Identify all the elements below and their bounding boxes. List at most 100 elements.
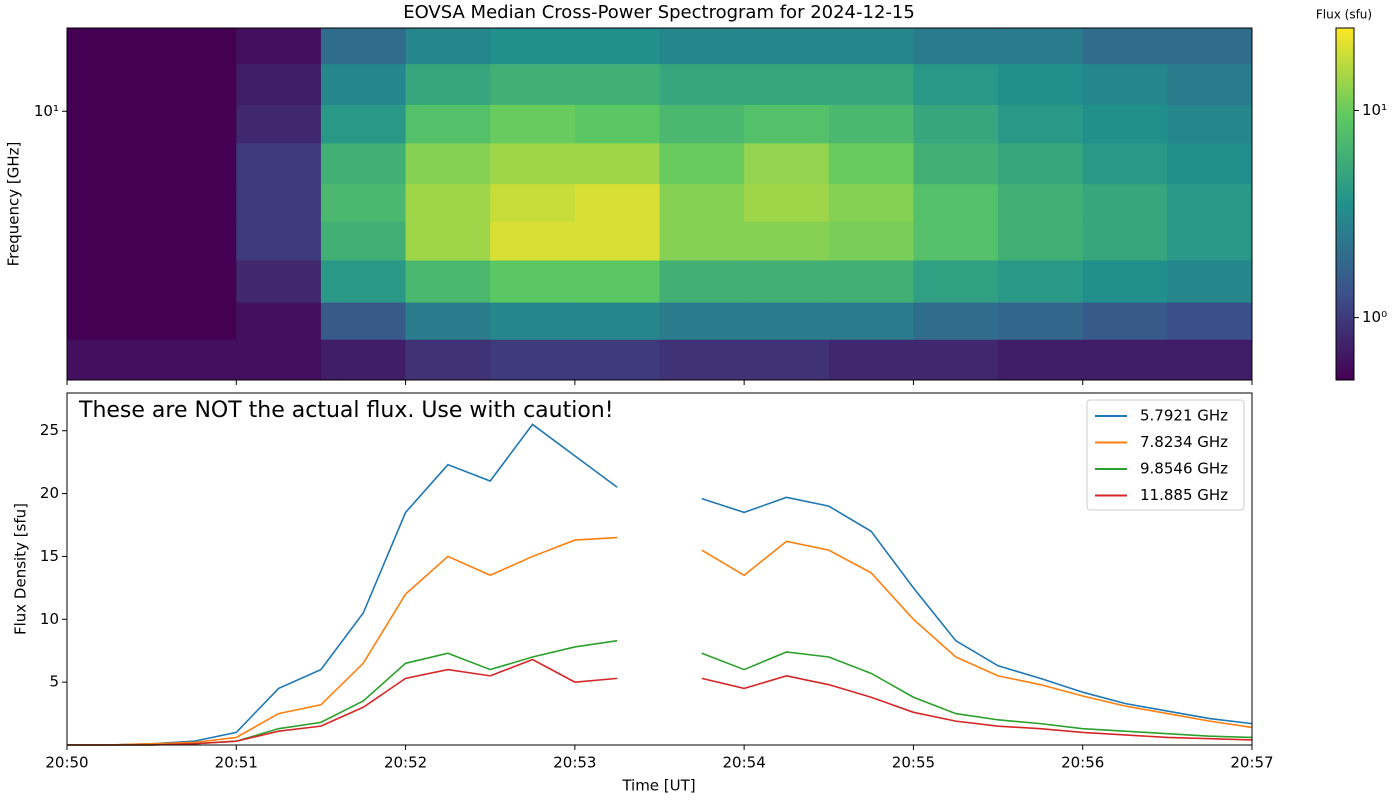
heatmap-cell [405,259,491,303]
heatmap-cell [490,63,576,105]
heatmap-cell [67,142,153,185]
heatmap-cell [998,183,1084,222]
heatmap-cell [236,302,322,340]
heatmap-cell [236,28,322,65]
heatmap-cell [320,142,407,185]
series-line [67,536,1253,746]
colorbar-tick-label: 10⁰ [1362,308,1387,326]
heatmap-cell [236,142,322,185]
heatmap-cell [490,339,576,381]
heatmap-cell [744,221,830,261]
heatmap-cell [151,28,237,65]
y-tick-label: 10 [40,610,59,628]
series-line [67,423,1253,746]
heatmap-cell [490,142,576,185]
heatmap-cell [1167,142,1253,185]
heatmap-cell [998,339,1084,381]
heatmap-cell [320,104,407,144]
heatmap-cell [659,302,745,340]
heatmap-cell [151,339,237,381]
heatmap-cell [828,302,914,340]
heatmap-cell [1082,259,1168,303]
heatmap-cell [490,221,576,261]
heatmap-cell [67,259,153,303]
y-tick-label: 25 [40,421,59,439]
heatmap-cell [320,183,407,222]
heatmap-cell [744,183,830,222]
heatmap-cell [828,63,914,105]
heatmap-cell [744,28,830,65]
heatmap-cell [1082,142,1168,185]
heatmap-cell [151,221,237,261]
x-tick-label: 20:50 [45,754,88,772]
heatmap-cell [913,183,999,222]
heatmap-cell [913,339,999,381]
heatmap-cell [236,259,322,303]
heatmap-cell [1167,339,1253,381]
x-tick-label: 20:55 [892,754,935,772]
heatmap-cell [828,339,914,381]
heatmap-cell [405,63,491,105]
heatmap-cell [1082,28,1168,65]
heatmap-cell [67,63,153,105]
y-tick-label: 10¹ [34,102,59,120]
heatmap-cell [320,221,407,261]
heatmap-cell [998,104,1084,144]
heatmap-cell [320,339,407,381]
x-tick-label: 20:52 [384,754,427,772]
heatmap-cell [67,183,153,222]
x-tick-label: 20:57 [1230,754,1273,772]
heatmap-cell [828,104,914,144]
legend-label: 9.8546 GHz [1140,460,1228,478]
heatmap-cell [67,339,153,381]
heatmap-cell [405,104,491,144]
x-tick-label: 20:53 [553,754,596,772]
legend-label: 5.7921 GHz [1140,407,1228,425]
heatmap-cell [67,221,153,261]
heatmap-cell [1082,302,1168,340]
heatmap-cell [913,302,999,340]
heatmap-cell [236,63,322,105]
x-tick-label: 20:54 [723,754,766,772]
heatmap-cell [574,259,660,303]
x-tick-label: 20:51 [215,754,258,772]
y-tick-label: 5 [49,673,59,691]
heatmap-cell [744,63,830,105]
heatmap-cell [998,302,1084,340]
y-tick-label: 15 [40,547,59,565]
heatmap-cell [405,142,491,185]
heatmap-cell [659,104,745,144]
legend-label: 7.8234 GHz [1140,433,1228,451]
y-axis-label: Frequency [GHz] [5,142,23,267]
heatmap-cell [151,104,237,144]
heatmap-cell [744,142,830,185]
heatmap-cell [998,63,1084,105]
heatmap-cell [151,183,237,222]
heatmap-cell [998,142,1084,185]
heatmap-cell [574,302,660,340]
axes-frame [66,27,1253,381]
chart-title: EOVSA Median Cross-Power Spectrogram for… [403,2,915,23]
x-tick-label: 20:56 [1061,754,1104,772]
heatmap-cell [320,63,407,105]
series-line [67,639,1253,746]
heatmap-cell [405,339,491,381]
heatmap-cell [659,259,745,303]
heatmap-cell [1082,339,1168,381]
heatmap-cell [236,104,322,144]
heatmap-cell [490,28,576,65]
heatmap-cell [1167,28,1253,65]
heatmap-cell [913,63,999,105]
heatmap-cell [574,28,660,65]
heatmap-cell [574,339,660,381]
heatmap-cell [151,302,237,340]
heatmap-cell [405,183,491,222]
heatmap-cell [1082,104,1168,144]
heatmap-cell [913,28,999,65]
heatmap-cell [744,104,830,144]
heatmap-cell [828,183,914,222]
heatmap-cell [405,302,491,340]
heatmap-cell [913,259,999,303]
heatmap-cell [913,221,999,261]
x-axis-label: Time [UT] [621,777,695,795]
